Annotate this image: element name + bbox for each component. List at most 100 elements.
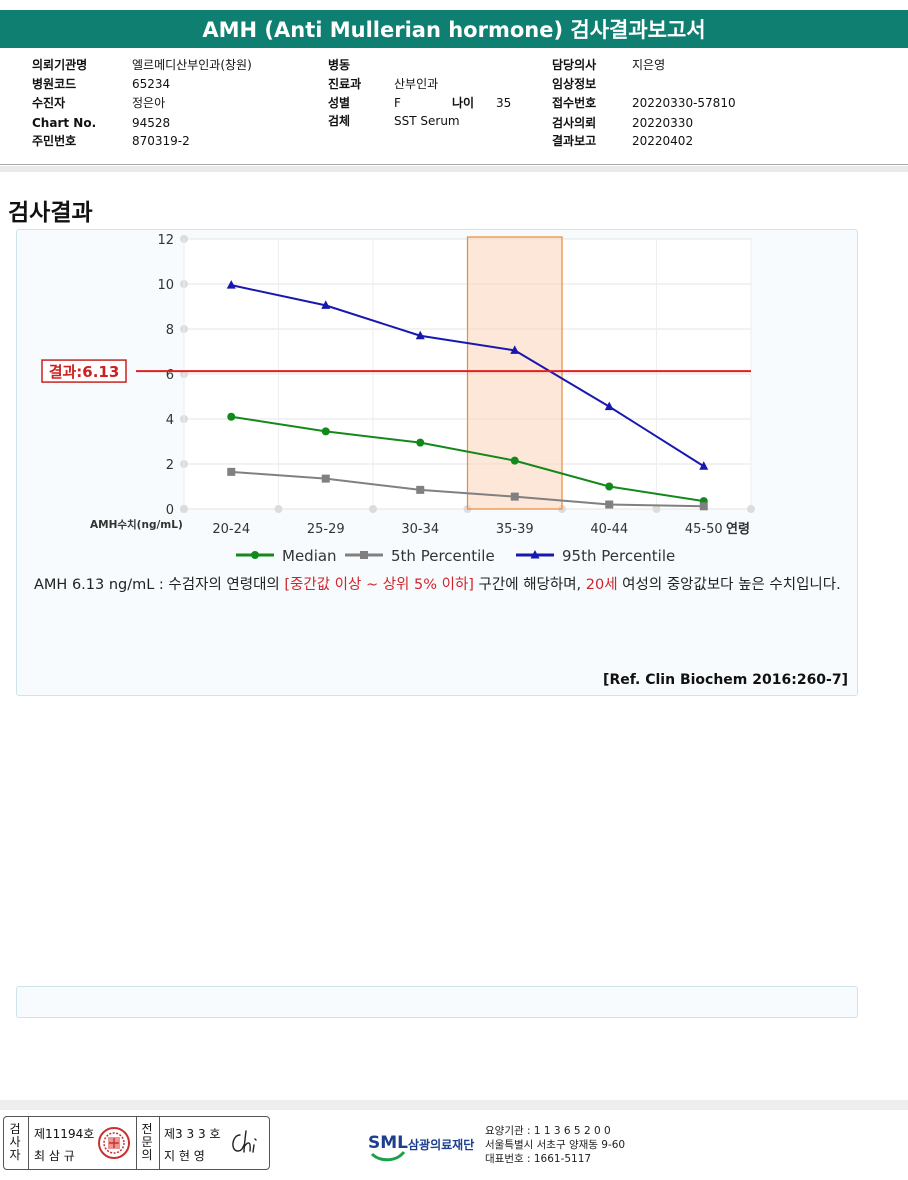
x-axis-label: 연령 [726,522,750,537]
info-value: SST Serum [394,114,460,128]
amh-chart: 0 2 4 6 8 10 12 20-24 25-29 30-34 35-39 40-44 45-50 연… [41,233,755,565]
section-title: 검사결과 [8,200,93,226]
data-point [604,401,614,411]
x-tick-dot [180,505,188,513]
info-value: F [394,96,401,110]
info-label: 검체 [328,114,351,128]
y-tick-label: 0 [166,503,174,518]
series-line [231,284,705,468]
info-value: 산부인과 [394,77,439,91]
data-point [321,300,331,309]
address-line: 요양기관 : 1 1 3 6 5 2 0 0 [485,1125,611,1137]
examiner-license: 제11194호 [34,1127,95,1141]
data-point [510,456,519,465]
info-label: 담당의사 [552,58,597,72]
x-tick-label: 20-24 [212,522,250,537]
info-label: 병동 [328,58,351,72]
footer-address: 요양기관 : 1 1 3 6 5 2 0 0 서울특별시 서초구 양재동 9-6… [485,1124,625,1166]
report-title: AMH (Anti Mullerian hormone) 검사결과보고서 [0,10,908,48]
info-label: 임상정보 [552,77,597,91]
sml-logo: SML [366,1124,408,1168]
data-point [360,551,368,559]
examiner-label: 검사자 [9,1122,21,1162]
info-label: 병원코드 [32,77,77,91]
info-value: 20220330-57810 [632,96,736,110]
data-point [251,551,259,559]
info-value: 65234 [132,77,171,91]
specialist-label: 전문의 [141,1122,153,1162]
info-label: 결과보고 [552,134,597,148]
divider [0,164,908,165]
result-label-box [41,359,127,383]
info-value: 20220330 [632,116,694,130]
address-line: 서울특별시 서초구 양재동 9-60 [485,1139,626,1151]
desc-text: AMH 6.13 ng/mL : 수검자의 연령대의 [34,577,285,593]
info-value: 35 [496,96,512,110]
info-value: 정은아 [132,96,166,110]
data-point [416,438,425,447]
y-tick-label: 12 [157,233,174,248]
sml-logo-icon: SML [368,1133,408,1162]
divider [28,1117,29,1169]
legend-label: 95th Percentile [562,547,675,565]
x-tick-dot [747,505,755,513]
sml-logo-text: SML [368,1133,408,1153]
address-line: 대표번호 : 1661-5117 [485,1153,592,1165]
y-tick-label: 10 [157,278,174,293]
y-tick-label: 8 [166,323,174,338]
patient-info: 의뢰기관명 엘르메디산부인과(창원) 병원코드 65234 수진자 정은아 Ch… [0,52,908,166]
legend-label: 5th Percentile [391,547,495,565]
data-point [510,345,520,354]
data-point [226,280,236,289]
data-point [530,550,540,559]
comment-panel [16,986,858,1018]
y-tick-label: 4 [166,413,174,428]
footer-band [0,1100,908,1110]
data-point [699,502,708,511]
x-tick-dot [274,505,283,513]
data-point [227,412,236,421]
divider [136,1117,137,1169]
result-label: 결과:6.13 [49,363,120,381]
series-line [231,470,704,508]
seal-stamp-icon [98,1127,130,1159]
data-point [605,482,614,491]
data-point [415,330,425,340]
desc-age: 20세 [585,577,618,593]
result-description: AMH 6.13 ng/mL : 수검자의 연령대의 [중간값 이상 ~ 상위 … [34,574,864,596]
examiner-name: 최 삼 규 [34,1149,75,1163]
specialist-license: 제3 3 3 호 [164,1127,221,1141]
data-point [321,474,330,483]
signature-box: 검사자 제11194호 최 삼 규 전문의 제3 3 3 호 지 현 영 [3,1116,270,1170]
series-line [231,415,704,503]
x-tick-dot [369,505,377,513]
x-tick-label: 30-34 [401,522,439,537]
data-point [416,485,425,494]
info-label: 수진자 [32,96,66,110]
x-tick-label: 45-50 [685,522,723,537]
info-value: 94528 [132,116,171,130]
reference: [Ref. Clin Biochem 2016:260-7] [603,672,848,688]
data-point [699,461,709,470]
legend-label: Median [282,547,337,565]
info-label: 의뢰기관명 [32,58,88,72]
desc-range: [중간값 이상 ~ 상위 5% 이하] [284,577,474,593]
info-label: 주민번호 [32,134,77,148]
info-label: 나이 [452,96,475,110]
signature-icon [232,1130,257,1153]
info-label: Chart No. [32,116,97,130]
info-label: 검사의뢰 [552,116,597,130]
info-value: 지은영 [632,58,666,72]
info-value: 20220402 [632,134,694,148]
desc-text: 구간에 해당하며, [473,577,586,593]
info-label: 성별 [328,96,351,110]
age-group-highlight [466,236,563,510]
specialist-name: 지 현 영 [164,1149,205,1163]
x-tick-label: 35-39 [496,522,534,537]
data-point [510,492,519,501]
x-tick-label: 40-44 [590,522,628,537]
y-axis-label: AMH수치(ng/mL) [90,518,183,531]
data-point [227,467,236,476]
y-tick-label: 2 [166,458,174,473]
info-value: 870319-2 [132,134,190,148]
